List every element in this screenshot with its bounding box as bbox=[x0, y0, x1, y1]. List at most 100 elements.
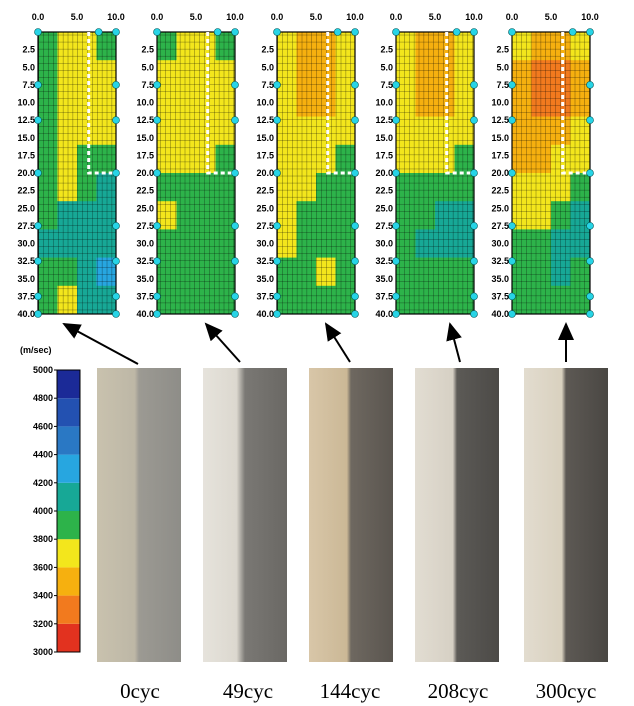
y-tick-label: 25.0 bbox=[256, 203, 274, 213]
caption: 144cyc bbox=[320, 679, 381, 703]
y-tick-label: 27.5 bbox=[136, 221, 154, 231]
sensor bbox=[471, 293, 478, 300]
sensor bbox=[232, 81, 239, 88]
caption: 0cyc bbox=[120, 679, 160, 703]
arrow bbox=[64, 324, 138, 364]
y-tick-label: 27.5 bbox=[375, 221, 393, 231]
y-tick-label: 17.5 bbox=[375, 150, 393, 160]
sensor bbox=[393, 258, 400, 265]
sensor bbox=[393, 170, 400, 177]
y-tick-label: 10.0 bbox=[491, 98, 509, 108]
y-tick-label: 12.5 bbox=[17, 115, 35, 125]
colorbar-label: 5000 bbox=[33, 365, 53, 375]
colorbar-label: 4000 bbox=[33, 506, 53, 516]
y-tick-label: 35.0 bbox=[375, 274, 393, 284]
sensor bbox=[154, 258, 161, 265]
sensor bbox=[509, 170, 516, 177]
sensor bbox=[393, 117, 400, 124]
sensor bbox=[587, 81, 594, 88]
colorbar-unit: (m/sec) bbox=[20, 345, 52, 355]
sensor bbox=[587, 222, 594, 229]
sensor bbox=[35, 258, 42, 265]
sensor bbox=[154, 311, 161, 318]
y-tick-label: 22.5 bbox=[491, 186, 509, 196]
sensor bbox=[352, 81, 359, 88]
sensor bbox=[509, 117, 516, 124]
y-tick-label: 2.5 bbox=[22, 45, 35, 55]
y-tick-label: 37.5 bbox=[256, 291, 274, 301]
colorbar-band bbox=[57, 483, 80, 511]
photo bbox=[203, 368, 287, 662]
sensor bbox=[352, 258, 359, 265]
sensor bbox=[393, 81, 400, 88]
sensor bbox=[232, 311, 239, 318]
sensor bbox=[113, 258, 120, 265]
x-tick-label: 10.0 bbox=[346, 12, 364, 22]
y-tick-label: 32.5 bbox=[256, 256, 274, 266]
x-tick-label: 0.0 bbox=[32, 12, 45, 22]
y-tick-label: 12.5 bbox=[375, 115, 393, 125]
sensor bbox=[214, 29, 221, 36]
sensor bbox=[352, 117, 359, 124]
colorbar-label: 3000 bbox=[33, 647, 53, 657]
photos bbox=[97, 368, 608, 662]
y-tick-label: 40.0 bbox=[17, 309, 35, 319]
y-tick-label: 12.5 bbox=[491, 115, 509, 125]
arrow bbox=[206, 324, 240, 362]
colorbar-band bbox=[57, 624, 80, 652]
y-tick-label: 40.0 bbox=[375, 309, 393, 319]
colorbar-label: 3800 bbox=[33, 534, 53, 544]
y-tick-label: 12.5 bbox=[256, 115, 274, 125]
sensor bbox=[334, 29, 341, 36]
y-tick-label: 37.5 bbox=[17, 291, 35, 301]
y-tick-label: 20.0 bbox=[491, 168, 509, 178]
y-tick-label: 5.0 bbox=[141, 62, 154, 72]
x-tick-label: 0.0 bbox=[506, 12, 519, 22]
y-tick-label: 40.0 bbox=[256, 309, 274, 319]
sensor bbox=[232, 29, 239, 36]
y-tick-label: 17.5 bbox=[136, 150, 154, 160]
sensor bbox=[113, 29, 120, 36]
sensor bbox=[154, 117, 161, 124]
x-tick-label: 5.0 bbox=[429, 12, 442, 22]
sensor bbox=[232, 170, 239, 177]
caption: 300cyc bbox=[536, 679, 597, 703]
sensor bbox=[471, 258, 478, 265]
y-tick-label: 15.0 bbox=[491, 133, 509, 143]
y-tick-label: 5.0 bbox=[496, 62, 509, 72]
figure: (m/sec)500048004600440042004000380036003… bbox=[0, 0, 634, 706]
y-tick-label: 40.0 bbox=[491, 309, 509, 319]
x-tick-label: 0.0 bbox=[271, 12, 284, 22]
y-tick-label: 35.0 bbox=[17, 274, 35, 284]
sensor bbox=[35, 170, 42, 177]
sensor bbox=[509, 293, 516, 300]
y-tick-label: 10.0 bbox=[375, 98, 393, 108]
sensor bbox=[393, 29, 400, 36]
sensor bbox=[393, 311, 400, 318]
colorbar-band bbox=[57, 398, 80, 426]
y-tick-label: 5.0 bbox=[261, 62, 274, 72]
photo bbox=[415, 368, 499, 662]
sensor bbox=[569, 29, 576, 36]
sensor bbox=[35, 293, 42, 300]
y-tick-label: 17.5 bbox=[256, 150, 274, 160]
y-tick-label: 20.0 bbox=[136, 168, 154, 178]
sensor bbox=[471, 222, 478, 229]
y-tick-label: 25.0 bbox=[136, 203, 154, 213]
sensor bbox=[453, 29, 460, 36]
sensor bbox=[352, 293, 359, 300]
sensor bbox=[274, 29, 281, 36]
y-tick-label: 32.5 bbox=[375, 256, 393, 266]
y-tick-label: 7.5 bbox=[141, 80, 154, 90]
y-tick-label: 15.0 bbox=[17, 133, 35, 143]
y-tick-label: 2.5 bbox=[496, 45, 509, 55]
y-tick-label: 37.5 bbox=[491, 291, 509, 301]
y-tick-label: 22.5 bbox=[136, 186, 154, 196]
sensor bbox=[154, 81, 161, 88]
y-tick-label: 35.0 bbox=[136, 274, 154, 284]
colorbar-label: 4600 bbox=[33, 421, 53, 431]
sensor bbox=[352, 29, 359, 36]
arrows bbox=[64, 324, 566, 364]
sensor bbox=[393, 293, 400, 300]
y-tick-label: 12.5 bbox=[136, 115, 154, 125]
